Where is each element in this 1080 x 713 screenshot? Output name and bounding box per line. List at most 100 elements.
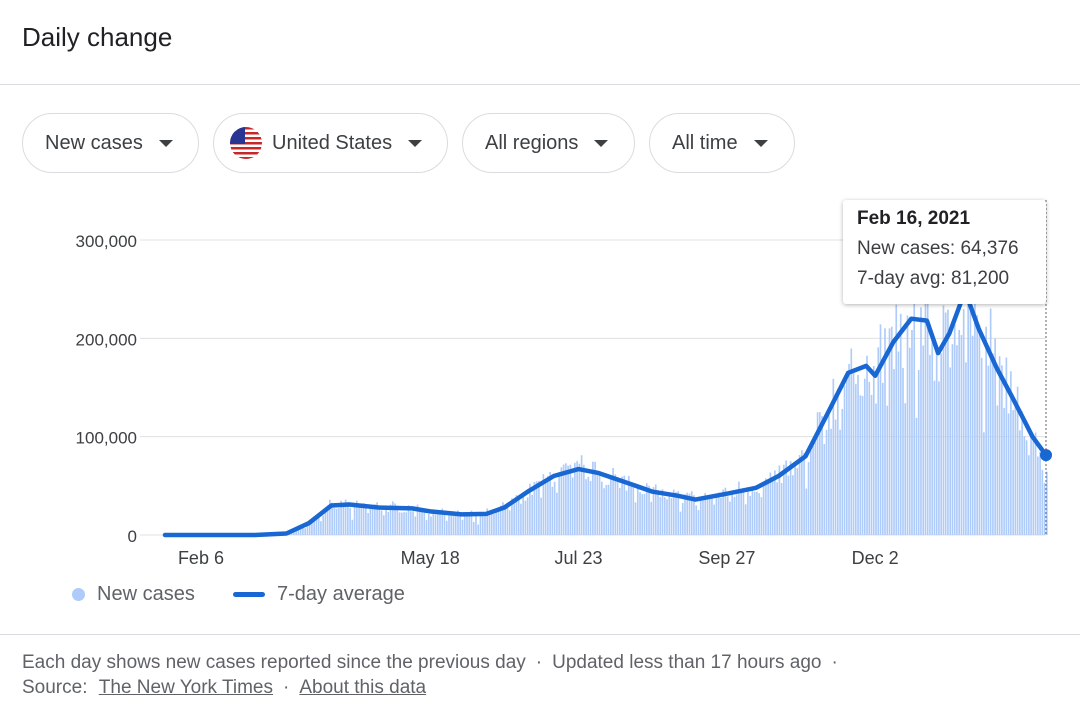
chart-tooltip: Feb 16, 2021 New cases: 64,376 7-day avg… (843, 200, 1046, 304)
country-dropdown[interactable]: United States (213, 113, 448, 173)
new-cases-bar (783, 464, 785, 535)
new-cases-bar (571, 477, 574, 535)
new-cases-bar (299, 526, 302, 535)
new-cases-bar (789, 461, 792, 535)
new-cases-bar (607, 484, 610, 535)
new-cases-bar (549, 472, 551, 535)
new-cases-bar (443, 513, 446, 535)
new-cases-bar (396, 505, 399, 535)
new-cases-bar (965, 362, 967, 535)
new-cases-bar (819, 412, 821, 535)
new-cases-bar (913, 303, 916, 535)
new-cases-bar (529, 483, 531, 535)
new-cases-bar (801, 450, 803, 535)
new-cases-bar (311, 522, 313, 535)
new-cases-bar (821, 416, 823, 535)
new-cases-bar (524, 500, 527, 535)
new-cases-bar (513, 503, 516, 535)
new-cases-bar (1019, 430, 1021, 535)
new-cases-bar (998, 356, 1001, 535)
footer-line-2: Source: The New York Times · About this da… (22, 677, 426, 699)
new-cases-bar (367, 513, 369, 535)
new-cases-bar (983, 432, 985, 535)
new-cases-bar (383, 515, 385, 535)
new-cases-bar (560, 467, 563, 535)
legend-dot-icon (72, 587, 85, 601)
new-cases-bar (735, 494, 738, 535)
new-cases-bar (854, 384, 857, 535)
about-data-link[interactable]: About this data (299, 677, 427, 698)
new-cases-bar (884, 328, 886, 535)
new-cases-bar (859, 395, 862, 535)
new-cases-bar (888, 328, 891, 535)
new-cases-bar (762, 482, 765, 535)
new-cases-bar (733, 496, 736, 535)
new-cases-bar (389, 504, 392, 535)
new-cases-bar (295, 530, 297, 535)
new-cases-bar (693, 495, 695, 535)
metric-dropdown[interactable]: New cases (22, 113, 199, 173)
new-cases-bar (511, 498, 513, 535)
source-link[interactable]: The New York Times (98, 677, 274, 698)
new-cases-bar (643, 493, 646, 535)
new-cases-bar (861, 396, 864, 535)
new-cases-bar (915, 417, 918, 535)
new-cases-bar (576, 461, 578, 535)
new-cases-bar (816, 412, 819, 535)
new-cases-bar (407, 505, 410, 535)
new-cases-bar (798, 455, 801, 535)
new-cases-bar (688, 493, 691, 535)
new-cases-bar (726, 496, 729, 535)
new-cases-bar (684, 494, 686, 535)
new-cases-bar (731, 491, 734, 535)
new-cases-bar (958, 329, 960, 535)
new-cases-bar (785, 460, 787, 535)
time-dropdown[interactable]: All time (649, 113, 795, 173)
new-cases-bar (940, 353, 943, 535)
new-cases-bar (1012, 410, 1014, 535)
new-cases-bar (996, 405, 999, 535)
new-cases-bar (331, 502, 333, 535)
new-cases-bar (933, 380, 936, 535)
new-cases-bar (956, 345, 958, 535)
new-cases-bar (699, 497, 702, 535)
new-cases-bar (423, 512, 426, 535)
new-cases-bar (1007, 413, 1010, 535)
footer-updated: Updated less than 17 hours ago (552, 652, 822, 673)
new-cases-bar (425, 520, 428, 535)
new-cases-bar (641, 494, 644, 535)
new-cases-bar (324, 507, 327, 535)
new-cases-bar (380, 510, 383, 535)
legend-7-day-average[interactable]: 7-day average (233, 582, 405, 606)
new-cases-bar (1046, 471, 1048, 535)
new-cases-bar (971, 335, 974, 535)
new-cases-bar (834, 419, 837, 535)
header-divider (0, 84, 1080, 85)
region-dropdown[interactable]: All regions (462, 113, 635, 173)
new-cases-bar (771, 477, 774, 535)
new-cases-bar (589, 481, 592, 535)
new-cases-bar (906, 315, 909, 535)
new-cases-bar (405, 512, 408, 535)
new-cases-bar (729, 501, 731, 535)
new-cases-bar (944, 312, 947, 535)
new-cases-bar (659, 497, 662, 535)
new-cases-bar (652, 487, 655, 535)
new-cases-bar (756, 491, 758, 535)
y-tick-label: 300,000 (76, 232, 137, 251)
x-tick-label: Feb 6 (178, 548, 224, 568)
new-cases-bar (780, 483, 783, 535)
new-cases-bar (616, 476, 619, 535)
new-cases-bar (632, 484, 635, 535)
new-cases-bar (645, 483, 648, 535)
new-cases-bar (493, 513, 495, 535)
new-cases-bar (409, 511, 412, 535)
new-cases-bar (394, 503, 396, 535)
new-cases-bar (353, 503, 356, 535)
new-cases-bar (436, 513, 439, 535)
new-cases-bar (897, 351, 900, 535)
legend-new-cases[interactable]: New cases (72, 582, 195, 606)
new-cases-bar (338, 507, 340, 535)
new-cases-bar (598, 473, 601, 535)
